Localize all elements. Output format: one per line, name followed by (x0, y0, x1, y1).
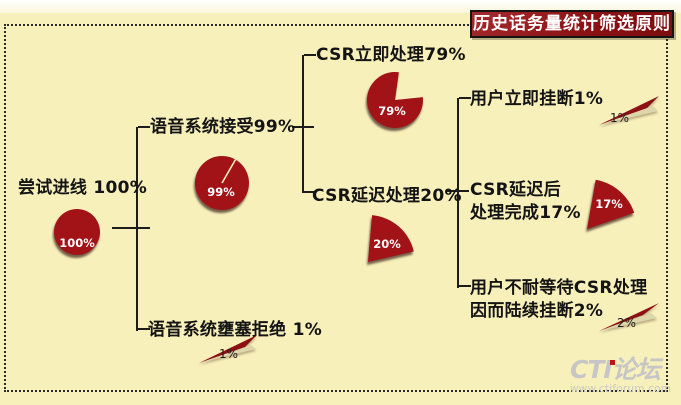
node-rejected-label: 语音系统壅塞拒绝 1% (148, 320, 323, 340)
node-root-label: 尝试进线 100% (18, 178, 148, 198)
node-csr-completed-line1: CSR延迟后 (470, 180, 561, 200)
svg-text:100%: 100% (59, 236, 95, 250)
cti-forum-logo-text: CTI论坛 (570, 355, 661, 384)
sliver-1pct-hangup-icon (599, 96, 659, 125)
svg-text:20%: 20% (373, 237, 401, 251)
node-user-abandon-line2: 因而陆续挂断2% (470, 301, 604, 321)
diagram-border (4, 24, 668, 392)
sliver-2pct-abandon-icon (599, 303, 659, 331)
connector-v2-bottom-elbow (304, 191, 316, 193)
connector-v3-bottom-elbow (459, 285, 471, 287)
node-csr-completed-line2: 处理完成17% (470, 203, 581, 223)
connector-root-h (112, 227, 150, 229)
sliver-1pct-hangup-value: 1% (610, 111, 630, 125)
connector-v2 (302, 55, 304, 193)
node-user-abandon-line1: 用户不耐等待CSR处理 (470, 278, 648, 298)
sliver-2pct-abandon-value: 2% (617, 316, 637, 330)
title-badge: 历史话务量统计筛选原则 (470, 10, 674, 38)
pie-79-icon: 79% (367, 71, 424, 128)
node-csr-delayed-label: CSR延迟处理20% (312, 186, 462, 206)
node-user-hangup-label: 用户立即挂断1% (470, 89, 604, 109)
connector-v1-top-elbow (138, 126, 150, 128)
wedge-20-icon: 20% (368, 215, 414, 262)
pie-99-icon: 99% (195, 156, 249, 210)
svg-text:17%: 17% (595, 197, 623, 211)
connector-v3-top-elbow (459, 97, 471, 99)
sliver-1pct-rejected-icon (199, 335, 257, 363)
connector-v1 (136, 127, 138, 331)
svg-text:99%: 99% (207, 185, 235, 199)
connector-v3 (457, 98, 459, 288)
svg-text:79%: 79% (378, 104, 406, 118)
top-strip (0, 0, 681, 13)
connector-v2-top-elbow (304, 54, 316, 56)
wedge-17-icon: 17% (587, 179, 635, 229)
node-csr-immediate-label: CSR立即处理79% (316, 45, 466, 65)
connector-v1-bottom-elbow (138, 328, 150, 330)
node-accepted-label: 语音系统接受99% (150, 117, 296, 137)
logo-red-dot-icon (610, 360, 615, 365)
cti-forum-url: www.ctiforum.com (570, 383, 672, 395)
cti-forum-logo: CTI论坛 www.ctiforum.com (570, 355, 681, 396)
node-user-abandon-label: 用户不耐等待CSR处理 因而陆续挂断2% (470, 277, 647, 323)
node-csr-completed-label: CSR延迟后 处理完成17% (470, 179, 581, 225)
pie-100-icon: 100% (54, 209, 100, 255)
sliver-1pct-rejected-value: 1% (219, 347, 239, 361)
